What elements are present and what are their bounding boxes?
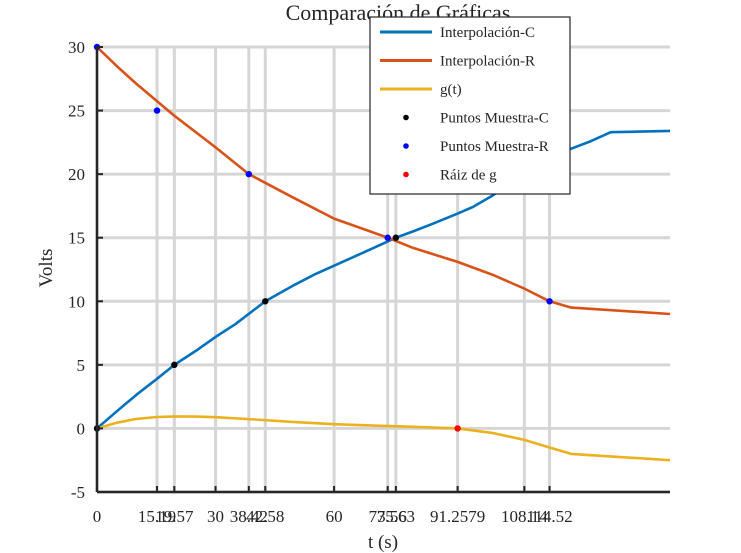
y-tick-label-4: 15 [68, 229, 85, 248]
sample-point-1-4 [546, 298, 553, 305]
x-tick-label-6: 60 [326, 507, 343, 526]
legend-label-1: Interpolación-R [440, 54, 535, 70]
x-axis-title: t (s) [368, 532, 398, 553]
axes [95, 46, 670, 494]
sample-point-0-3 [392, 234, 400, 241]
legend-swatch-5 [403, 171, 409, 178]
y-tick-label-7: 30 [68, 38, 85, 57]
legend-label-0: Interpolación-C [440, 25, 535, 41]
series-line-1 [96, 46, 671, 316]
x-tick-label-11: 114.52 [526, 507, 572, 526]
series-line-2 [96, 415, 671, 462]
legend-label-5: Ráiz de g [440, 168, 497, 184]
y-axis-title: Volts [36, 249, 57, 288]
legend-swatch-3 [403, 114, 409, 121]
legend-label-2: g(t) [440, 82, 462, 98]
x-tick-label-0: 0 [93, 507, 102, 526]
sample-point-0-2 [262, 298, 269, 305]
legend-label-4: Puntos Muestra-R [440, 139, 549, 155]
y-tick-label-0: -5 [71, 483, 85, 502]
x-tick-label-5: 42.58 [246, 507, 284, 526]
y-tick-label-5: 20 [68, 165, 85, 184]
sample-point-1-1 [153, 107, 161, 114]
sample-point-1-3 [384, 234, 391, 241]
x-tick-label-4: 38.42 [230, 507, 268, 526]
legend-label-3: Puntos Muestra-C [440, 111, 549, 127]
sample-point-2-0 [454, 425, 461, 432]
legend: Interpolación-C Interpolación-R g(t) Puntos… [369, 16, 571, 195]
sample-point-0-1 [171, 361, 178, 369]
legend-box [369, 16, 571, 195]
y-tick-label-3: 10 [68, 292, 85, 311]
legend-swatch-4 [403, 143, 409, 149]
x-tick-label-1: 15.19 [138, 507, 176, 526]
y-tick-label-2: 5 [77, 356, 86, 375]
x-tick-label-3: 30 [207, 507, 224, 526]
y-tick-label-1: 0 [77, 419, 86, 438]
x-tick-label-10: 108.14 [501, 507, 548, 526]
sample-point-1-2 [245, 170, 253, 178]
x-tick-label-2: 19.57 [155, 507, 194, 526]
x-tick-label-7: 73.56 [369, 507, 407, 526]
x-tick-label-8: 75.63 [377, 507, 415, 526]
y-tick-label-6: 25 [68, 102, 85, 121]
x-tick-label-9: 91.2579 [430, 507, 485, 526]
